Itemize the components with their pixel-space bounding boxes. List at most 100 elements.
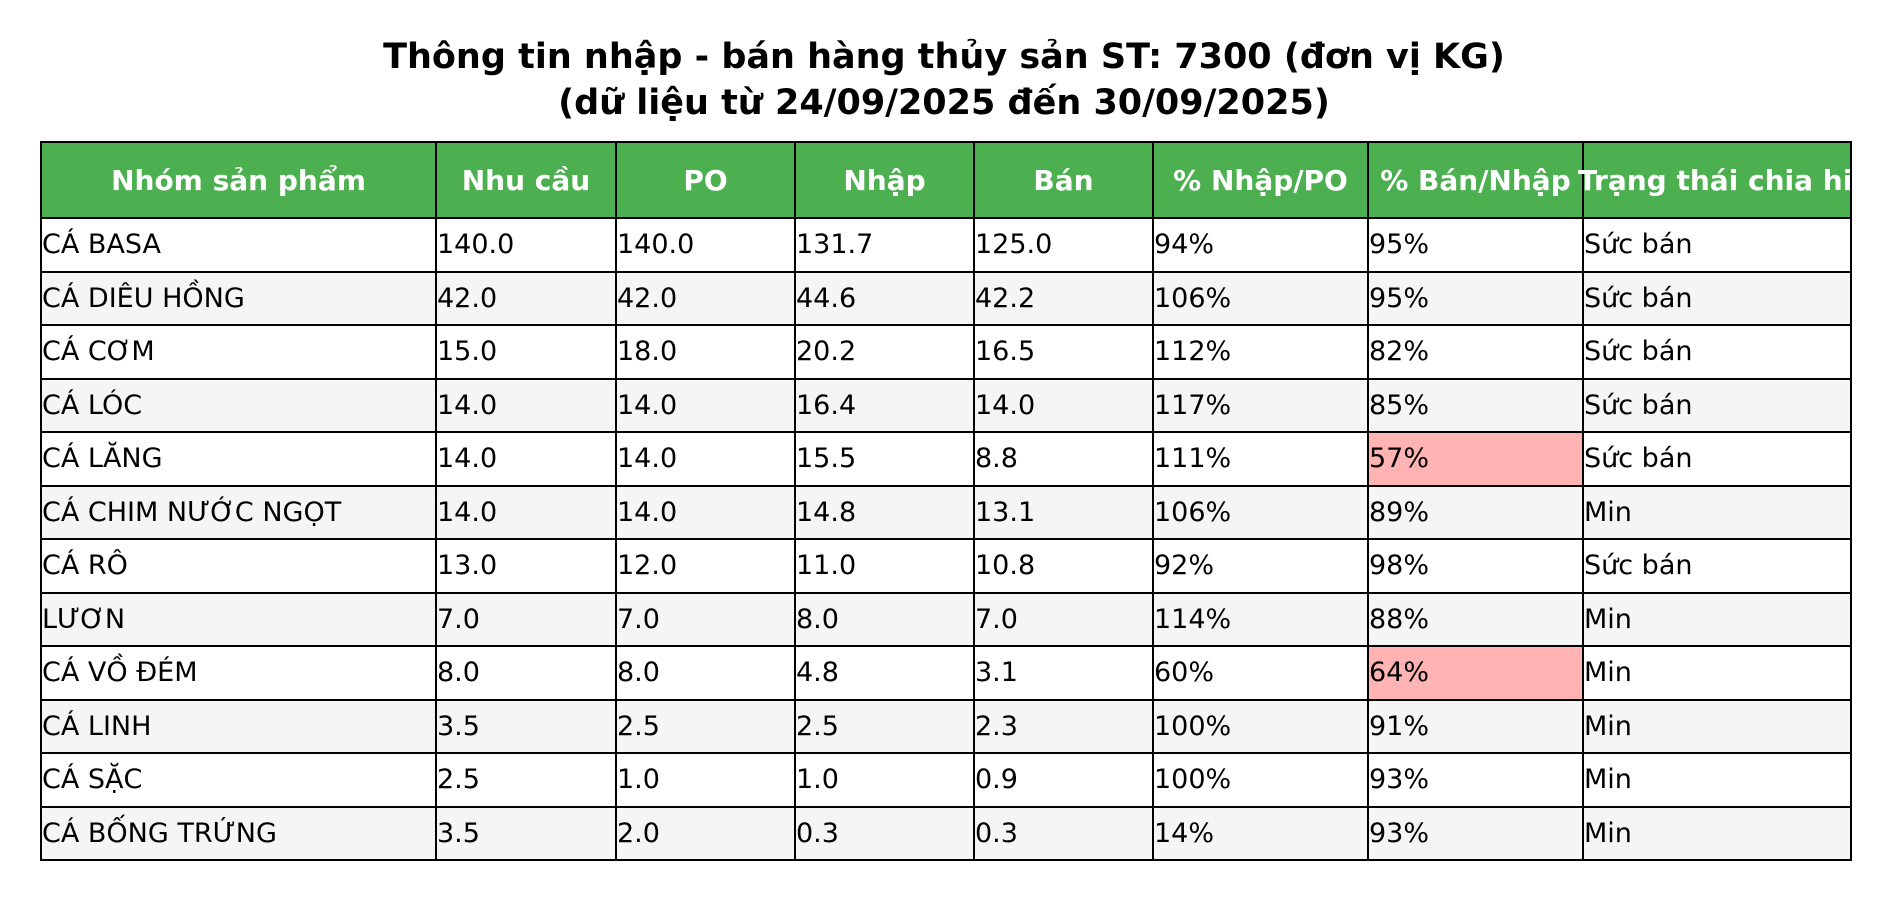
product-group-cell: CÁ VỒ ĐÉM [40,645,437,701]
table-header-row: Nhóm sản phẩm Nhu cầu PO Nhập Bán % Nhập… [40,141,1888,219]
table-cell: 0.3 [973,805,1154,861]
product-group-cell: CÁ BASA [40,217,437,273]
table-cell: 14.0 [973,377,1154,433]
table-cell: 16.5 [973,324,1154,380]
table-cell: Sức bán [1582,431,1852,487]
chart-title-block: Thông tin nhập - bán hàng thủy sản ST: 7… [0,34,1888,126]
product-group-cell: CÁ SẶC [40,752,437,808]
table-cell: 93% [1367,805,1584,861]
table-cell: 42.0 [435,270,617,326]
table-cell: 1.0 [794,752,975,808]
table-cell: 125.0 [973,217,1154,273]
table-row: CÁ SẶC 2.5 1.0 1.0 0.9 100% 93% Min [40,752,1852,808]
table-cell: 14.0 [435,377,617,433]
table-cell: Min [1582,752,1852,808]
table-cell: 1.0 [615,752,796,808]
table-cell: 100% [1152,698,1369,754]
product-group-cell: CÁ LÓC [40,377,437,433]
table-row: CÁ BASA 140.0 140.0 131.7 125.0 94% 95% Sức bán [40,217,1852,273]
table-cell: 0.3 [794,805,975,861]
table-cell: 8.0 [435,645,617,701]
table-cell: 57% [1367,431,1584,487]
column-header: Trạng thái chia hiện [1578,141,1888,219]
table-cell: 14.0 [435,484,617,540]
table-cell: Sức bán [1582,270,1852,326]
table-cell: 106% [1152,270,1369,326]
table-cell: 114% [1152,591,1369,647]
table-cell: 111% [1152,431,1369,487]
table-cell: 131.7 [794,217,975,273]
column-header: Nhóm sản phẩm [40,141,437,219]
table-row: CÁ LINH 3.5 2.5 2.5 2.3 100% 91% Min [40,698,1852,754]
table-cell: 7.0 [973,591,1154,647]
table-cell: 14.0 [615,431,796,487]
table-cell: 91% [1367,698,1584,754]
table-body: CÁ BASA 140.0 140.0 131.7 125.0 94% 95% Sức bán… [40,217,1852,861]
table-cell: 13.0 [435,538,617,594]
column-header: % Nhập/PO [1152,141,1369,219]
chart-title: Thông tin nhập - bán hàng thủy sản ST: 7… [383,37,1505,77]
table-cell: 117% [1152,377,1369,433]
table-cell: Sức bán [1582,538,1852,594]
table-cell: 112% [1152,324,1369,380]
table-cell: 2.5 [794,698,975,754]
table-row: CÁ LĂNG 14.0 14.0 15.5 8.8 111% 57% Sức bán [40,431,1852,487]
table-cell: Sức bán [1582,324,1852,380]
table-cell: 20.2 [794,324,975,380]
product-group-cell: CÁ DIÊU HỒNG [40,270,437,326]
table-cell: 15.0 [435,324,617,380]
table-cell: Min [1582,591,1852,647]
table-cell: 10.8 [973,538,1154,594]
table-cell: 8.0 [615,645,796,701]
table-cell: 100% [1152,752,1369,808]
column-header: Nhu cầu [435,141,617,219]
table-cell: 15.5 [794,431,975,487]
table-cell: 88% [1367,591,1584,647]
table-cell: 93% [1367,752,1584,808]
table-row: CÁ RÔ 13.0 12.0 11.0 10.8 92% 98% Sức bán [40,538,1852,594]
table-cell: 14% [1152,805,1369,861]
table-row: CÁ BỐNG TRỨNG 3.5 2.0 0.3 0.3 14% 93% Min [40,805,1852,861]
data-table: Nhóm sản phẩm Nhu cầu PO Nhập Bán % Nhập… [40,141,1888,861]
product-group-cell: LƯƠN [40,591,437,647]
table-cell: Sức bán [1582,217,1852,273]
table-cell: Min [1582,645,1852,701]
column-header: Bán [973,141,1154,219]
table-cell: Sức bán [1582,377,1852,433]
column-header: PO [615,141,796,219]
table-cell: 140.0 [615,217,796,273]
table-cell: 2.3 [973,698,1154,754]
table-cell: 3.5 [435,805,617,861]
column-header: Nhập [794,141,975,219]
product-group-cell: CÁ LINH [40,698,437,754]
table-cell: 89% [1367,484,1584,540]
table-cell: 14.8 [794,484,975,540]
table-cell: 7.0 [615,591,796,647]
table-cell: 95% [1367,217,1584,273]
table-cell: 42.0 [615,270,796,326]
table-cell: 140.0 [435,217,617,273]
table-row: LƯƠN 7.0 7.0 8.0 7.0 114% 88% Min [40,591,1852,647]
table-cell: 2.5 [435,752,617,808]
table-row: CÁ CƠM 15.0 18.0 20.2 16.5 112% 82% Sức bán [40,324,1852,380]
table-cell: Min [1582,805,1852,861]
table-cell: 14.0 [615,484,796,540]
table-cell: 64% [1367,645,1584,701]
table-cell: 12.0 [615,538,796,594]
table-row: CÁ LÓC 14.0 14.0 16.4 14.0 117% 85% Sức bán [40,377,1852,433]
table-cell: 85% [1367,377,1584,433]
table-cell: Min [1582,484,1852,540]
table-cell: 98% [1367,538,1584,594]
table-cell: 92% [1152,538,1369,594]
table-cell: 14.0 [615,377,796,433]
table-cell: 44.6 [794,270,975,326]
table-cell: 2.0 [615,805,796,861]
table-cell: 42.2 [973,270,1154,326]
product-group-cell: CÁ CHIM NƯỚC NGỌT [40,484,437,540]
table-cell: 14.0 [435,431,617,487]
table-cell: Min [1582,698,1852,754]
table-cell: 7.0 [435,591,617,647]
product-group-cell: CÁ CƠM [40,324,437,380]
table-cell: 94% [1152,217,1369,273]
product-group-cell: CÁ BỐNG TRỨNG [40,805,437,861]
